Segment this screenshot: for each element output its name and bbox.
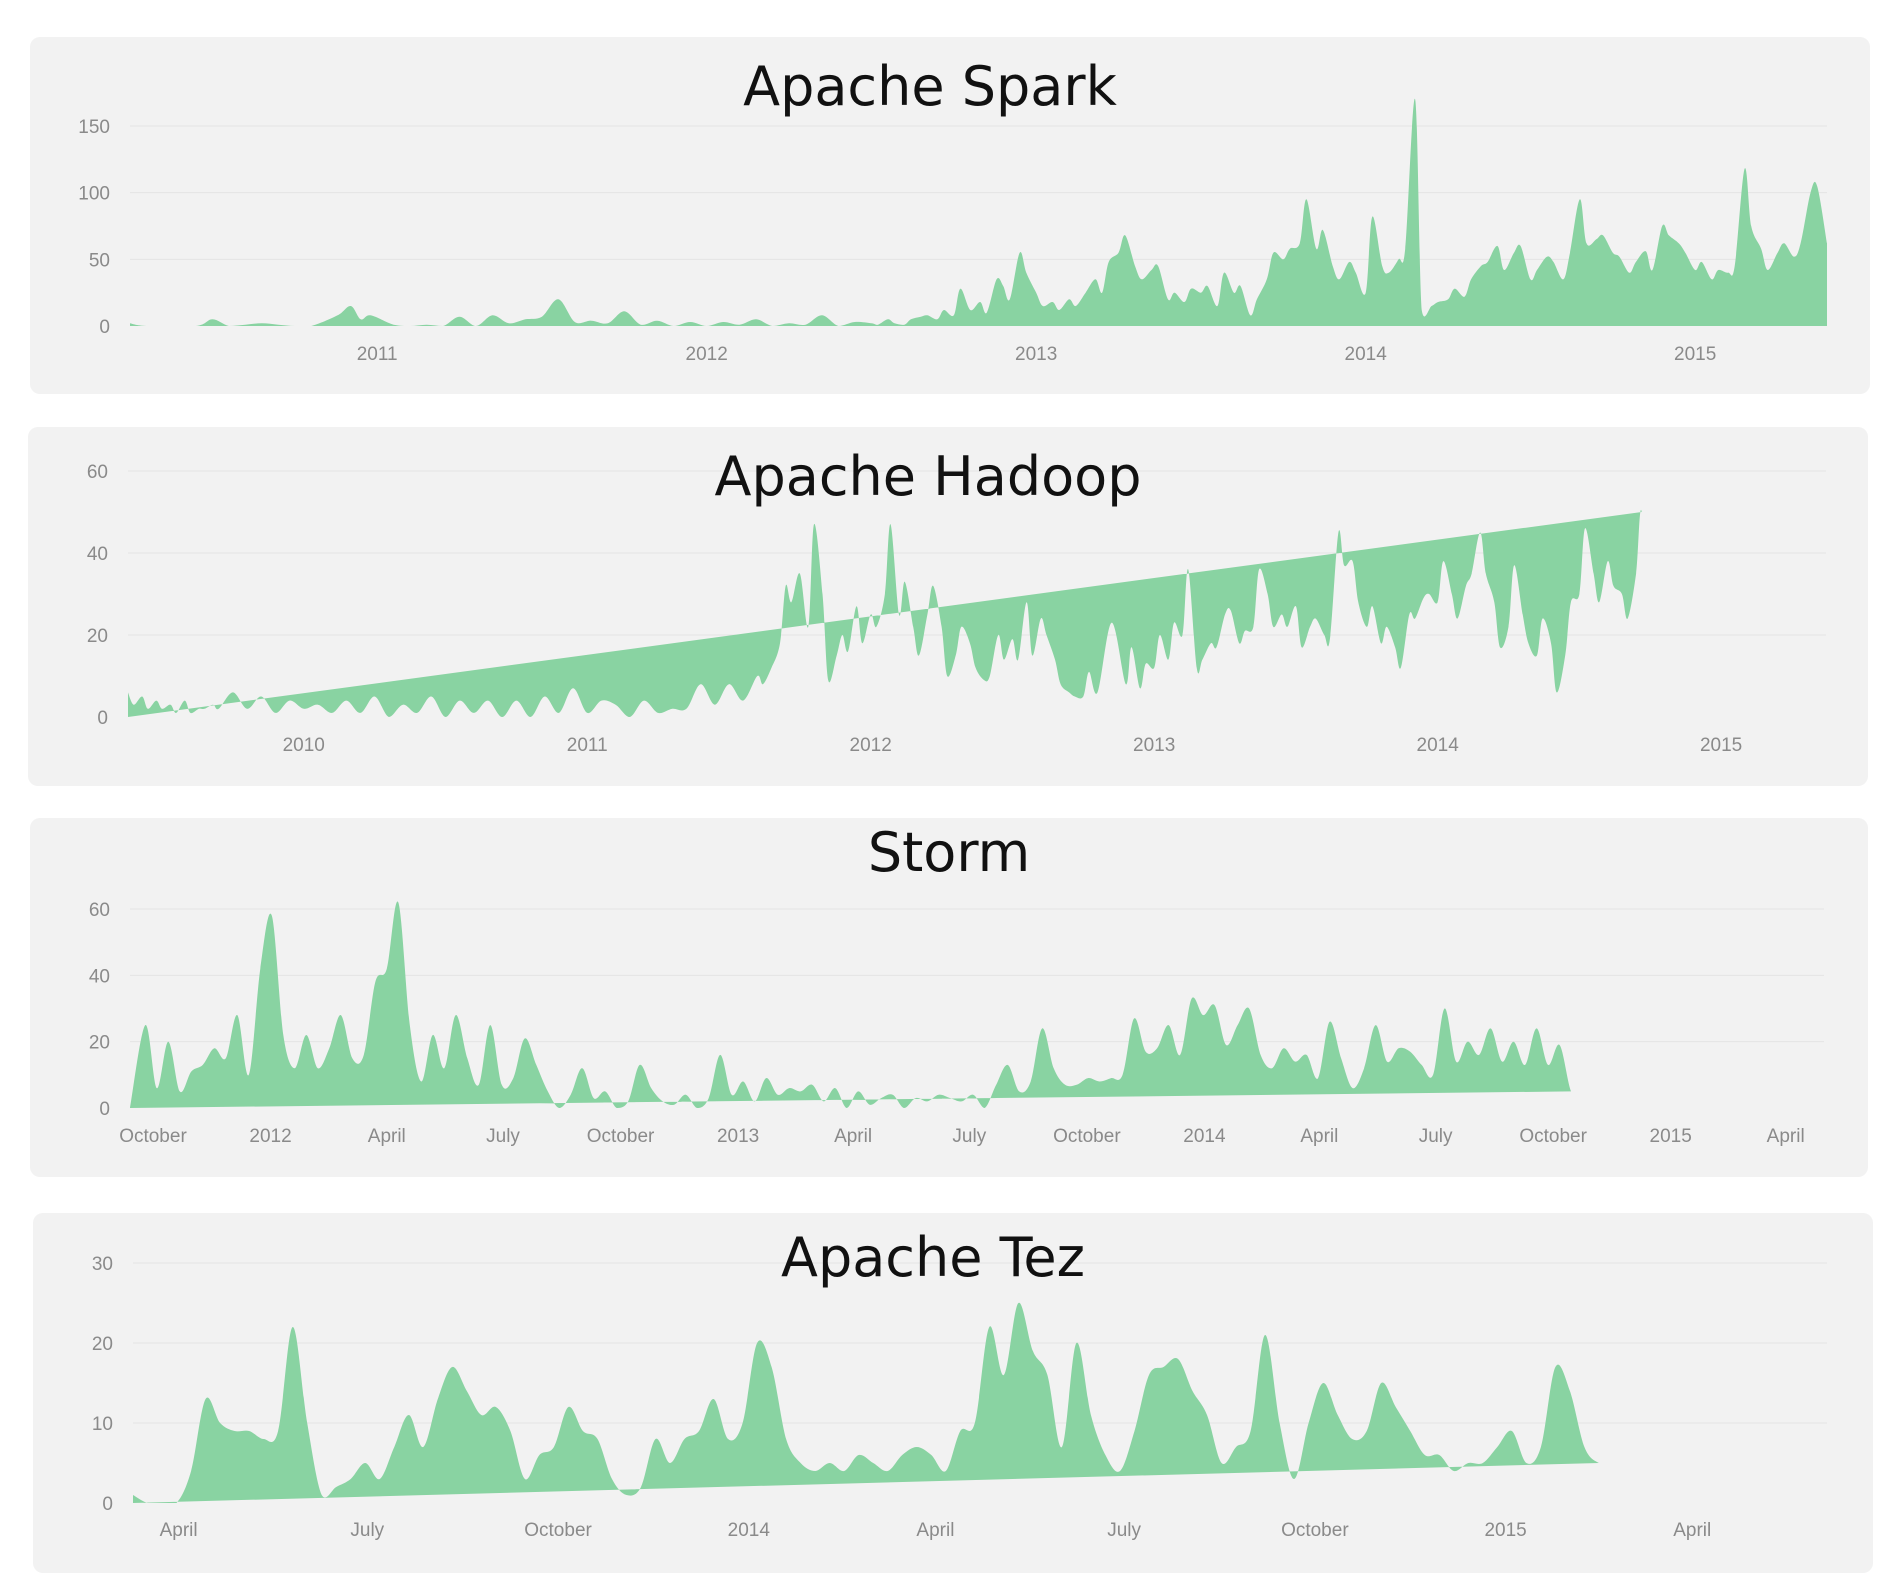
x-tick-label: 2015: [1650, 1126, 1692, 1147]
y-tick-label: 100: [78, 184, 110, 205]
chart-title: Apache Tez: [781, 1226, 1085, 1289]
x-tick-label: October: [1519, 1126, 1587, 1147]
y-tick-label: 0: [99, 317, 110, 338]
y-tick-label: 20: [89, 1033, 110, 1054]
series-area: [130, 98, 1827, 326]
x-tick-label: July: [350, 1520, 384, 1541]
chart-svg: 0 10 20 30 April July October 2014 April July Octo…: [92, 1226, 1827, 1541]
chart-title: Storm: [868, 821, 1030, 884]
x-tick-label: April: [834, 1126, 872, 1147]
x-tick-label: April: [368, 1126, 406, 1147]
y-tick-label: 60: [89, 900, 110, 921]
x-tick-label: 2012: [249, 1126, 291, 1147]
y-tick-label: 20: [87, 626, 108, 647]
x-tick-label: 2012: [686, 344, 728, 365]
x-tick-label: July: [1107, 1520, 1141, 1541]
y-tick-label: 10: [92, 1414, 113, 1435]
x-tick-label: 2011: [357, 344, 398, 365]
x-tick-label: July: [952, 1126, 986, 1147]
y-tick-label: 40: [89, 966, 110, 987]
x-tick-label: 2014: [1183, 1126, 1226, 1147]
chart-panel-storm: 0 20 40 60 October 2012 April July October 2013 Ap…: [30, 818, 1868, 1177]
x-tick-label: 2014: [1417, 735, 1460, 756]
x-tick-label: 2012: [850, 735, 892, 756]
chart-panel-spark: 0 50 100 150 2011 2012 2013 2014 2015 Apache Spar…: [30, 37, 1870, 394]
series-area: [130, 901, 1571, 1108]
x-tick-label: October: [1281, 1520, 1349, 1541]
y-tick-label: 30: [92, 1254, 113, 1275]
y-tick-label: 40: [87, 544, 108, 565]
x-tick-label: 2013: [1015, 344, 1057, 365]
x-tick-label: October: [119, 1126, 187, 1147]
y-tick-label: 0: [97, 708, 108, 729]
x-tick-label: April: [916, 1520, 954, 1541]
y-tick-label: 20: [92, 1334, 113, 1355]
x-tick-label: October: [587, 1126, 655, 1147]
x-tick-label: 2014: [728, 1520, 771, 1541]
chart-panel-hadoop: 0 20 40 60 2010 2011 2012 2013 2014 2015 Apache Ha…: [28, 427, 1868, 786]
x-tick-label: 2015: [1484, 1520, 1526, 1541]
x-tick-label: 2015: [1674, 344, 1716, 365]
chart-title: Apache Spark: [743, 55, 1117, 118]
x-tick-label: 2015: [1700, 735, 1742, 756]
x-tick-label: 2011: [567, 735, 608, 756]
x-tick-label: April: [1300, 1126, 1338, 1147]
series-area: [133, 1302, 1599, 1503]
chart-svg: 0 20 40 60 October 2012 April July October 2013 Ap…: [89, 821, 1824, 1147]
x-tick-label: April: [160, 1520, 198, 1541]
series-area: [128, 509, 1642, 717]
x-tick-label: 2013: [1133, 735, 1175, 756]
y-tick-label: 150: [78, 117, 110, 138]
x-tick-label: 2013: [717, 1126, 759, 1147]
chart-svg: 0 20 40 60 2010 2011 2012 2013 2014 2015 Apache Ha…: [87, 445, 1826, 756]
x-tick-label: April: [1673, 1520, 1711, 1541]
x-tick-label: July: [1419, 1126, 1453, 1147]
y-tick-label: 50: [89, 250, 110, 271]
y-tick-label: 0: [102, 1494, 113, 1515]
x-tick-label: July: [486, 1126, 520, 1147]
chart-panel-tez: 0 10 20 30 April July October 2014 April July Octo…: [33, 1213, 1873, 1573]
chart-title: Apache Hadoop: [715, 445, 1142, 508]
x-tick-label: October: [1053, 1126, 1121, 1147]
x-tick-label: October: [524, 1520, 592, 1541]
x-tick-label: 2010: [283, 735, 325, 756]
y-tick-label: 60: [87, 462, 108, 483]
x-tick-label: 2014: [1345, 344, 1388, 365]
chart-svg: 0 50 100 150 2011 2012 2013 2014 2015 Apache Spar…: [78, 55, 1827, 365]
y-tick-label: 0: [99, 1099, 110, 1120]
x-tick-label: April: [1767, 1126, 1805, 1147]
